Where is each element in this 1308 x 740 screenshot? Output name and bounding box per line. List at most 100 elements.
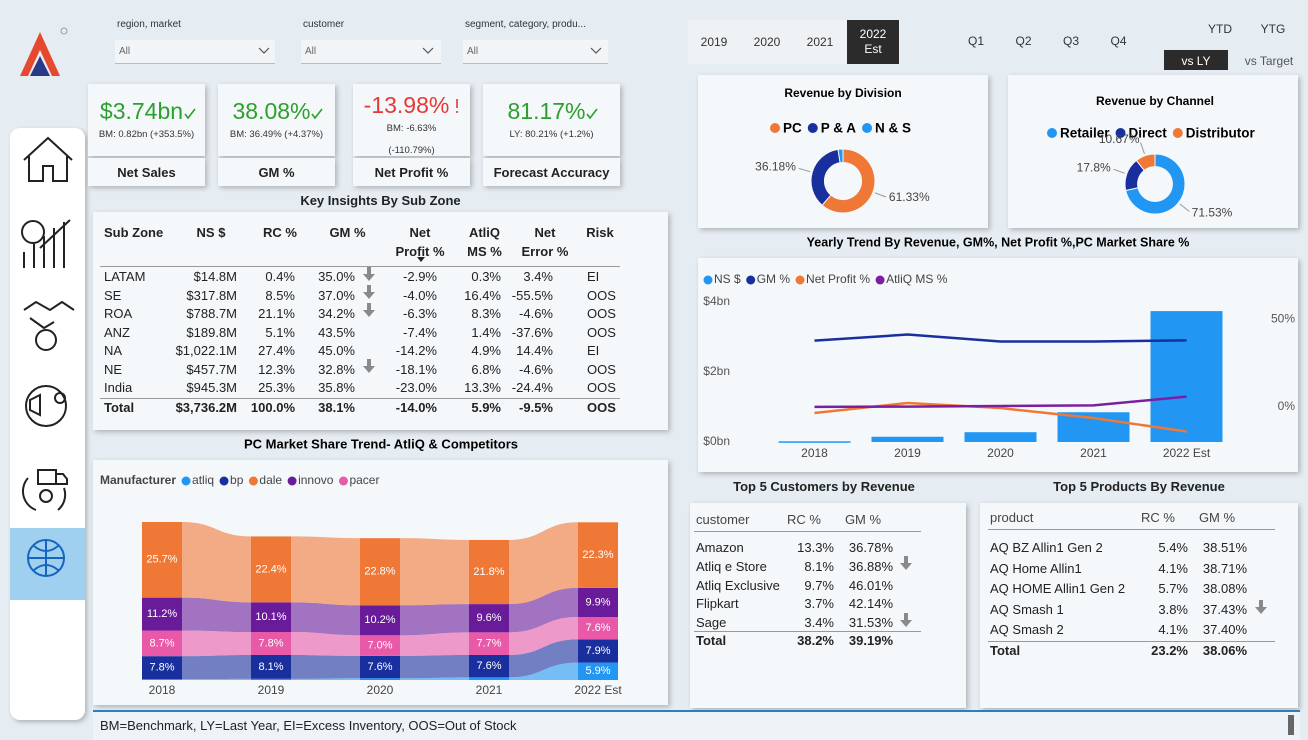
cell: 23.2% <box>1151 643 1188 658</box>
quarter-button[interactable]: Q4 <box>1110 34 1127 48</box>
year-button[interactable]: 2020 <box>753 34 781 49</box>
period-button[interactable]: YTG <box>1260 22 1286 36</box>
cell: 43.5% <box>318 324 355 340</box>
table-title: Top 5 Customers by Revenue <box>733 479 915 494</box>
cell: OOS <box>587 324 616 340</box>
cell: 5.4% <box>1158 540 1188 555</box>
column-header: customer <box>696 512 750 527</box>
cell: ANZ <box>104 324 130 340</box>
column-header: NS $ <box>196 225 226 240</box>
dropdown[interactable]: All <box>115 40 275 64</box>
cell: 38.08% <box>1202 581 1247 597</box>
kpi-card <box>218 84 335 156</box>
compare-button[interactable]: vs Target <box>1244 54 1294 68</box>
period-button[interactable]: YTD <box>1208 22 1232 36</box>
cell: $1,022.1M <box>175 343 237 358</box>
kpi-sub: (-110.79%) <box>388 145 435 156</box>
cell: 5.1% <box>265 324 295 340</box>
cell: 100.0% <box>250 400 295 415</box>
cell: 0.3% <box>471 269 501 284</box>
donut-panel <box>698 75 988 228</box>
cell: NE <box>104 361 123 377</box>
year-button[interactable]: 2019 <box>700 34 728 49</box>
cell: 4.1% <box>1158 560 1188 576</box>
cell: 31.53% <box>848 615 893 631</box>
table-title: Top 5 Products By Revenue <box>1053 479 1225 494</box>
cell: 1.4% <box>471 324 501 340</box>
cell: 4.1% <box>1158 622 1188 638</box>
customers-panel <box>690 503 966 708</box>
column-header: product <box>990 510 1034 525</box>
kpi-label-card <box>483 158 620 186</box>
kpi-label: Net Sales <box>117 165 176 180</box>
column-header: GM % <box>1198 510 1236 525</box>
cell: -14.0% <box>395 400 437 415</box>
cell: 38.71% <box>1202 560 1247 576</box>
cell: -55.5% <box>511 287 553 303</box>
kpi-sub: BM: 36.49% (+4.37%) <box>229 129 324 140</box>
sidebar <box>10 128 85 720</box>
products-panel <box>980 503 1298 708</box>
cell: 36.88% <box>848 558 893 574</box>
cell: 13.3% <box>797 540 834 555</box>
filter-label: customer <box>303 19 345 30</box>
dropdown[interactable]: All <box>463 40 608 64</box>
compare-button[interactable]: vs LY <box>1164 50 1228 70</box>
cell: 3.8% <box>1158 601 1188 617</box>
quarter-button[interactable]: Q3 <box>1062 34 1079 48</box>
column-header: RC % <box>787 512 821 527</box>
column-header: RC % <box>1141 510 1175 525</box>
cell: 5.7% <box>1158 581 1188 597</box>
kpi-value: 38.08% <box>232 98 311 124</box>
cell: -9.5% <box>519 400 553 415</box>
cell: -24.4% <box>511 380 553 395</box>
sidebar-selected <box>10 528 85 600</box>
cell: OOS <box>587 361 616 377</box>
cell: $189.8M <box>186 324 237 340</box>
cell: 27.4% <box>258 343 295 358</box>
cell: Total <box>104 400 135 415</box>
cell: 0.4% <box>265 269 295 284</box>
total-rule <box>694 631 921 632</box>
cell: 35.8% <box>318 380 355 395</box>
footer-text: BM=Benchmark, LY=Last Year, EI=Excess In… <box>100 718 517 733</box>
header-rule <box>988 529 1275 530</box>
quarter-button[interactable]: Q2 <box>1015 34 1032 48</box>
cell: -2.9% <box>403 269 437 284</box>
cell: 38.06% <box>1202 643 1247 658</box>
cell: -6.3% <box>403 306 437 321</box>
kpi-card <box>88 84 205 156</box>
cell: -18.1% <box>395 361 437 377</box>
column-header: Sub Zone <box>104 225 164 240</box>
cell: 6.8% <box>471 361 501 377</box>
cell: 14.4% <box>516 343 553 358</box>
cell: OOS <box>587 287 616 303</box>
cell: AQ HOME Allin1 Gen 2 <box>990 581 1126 597</box>
cell: EI <box>587 269 600 284</box>
cell: Total <box>990 643 1021 658</box>
cell: AQ Smash 2 <box>990 622 1064 638</box>
cell: 36.78% <box>848 540 893 555</box>
cell: 8.3% <box>471 306 501 321</box>
logo <box>20 27 68 76</box>
year-button[interactable]: 2021 <box>806 34 834 49</box>
filter-label: segment, category, produ... <box>465 19 586 30</box>
table-title: Key Insights By Sub Zone <box>300 193 461 208</box>
cell: 3.7% <box>804 596 834 612</box>
cell: $317.8M <box>186 287 237 303</box>
kpi-label-card <box>353 158 470 186</box>
cell: 4.9% <box>471 343 501 358</box>
chart-title: Yearly Trend By Revenue, GM%, Net Profit… <box>807 235 1190 249</box>
dropdown[interactable]: All <box>301 40 441 64</box>
cell: 32.8% <box>318 361 355 377</box>
cell: 37.43% <box>1202 601 1247 617</box>
quarter-button[interactable]: Q1 <box>967 34 984 48</box>
cell: 38.2% <box>797 633 834 648</box>
cell: 37.0% <box>318 287 355 303</box>
cell: AQ Smash 1 <box>990 601 1064 617</box>
year-button[interactable]: 2022 Est <box>847 20 899 64</box>
cell: LATAM <box>104 269 146 284</box>
cell: 13.3% <box>464 380 501 395</box>
cell: Flipkart <box>696 596 739 612</box>
